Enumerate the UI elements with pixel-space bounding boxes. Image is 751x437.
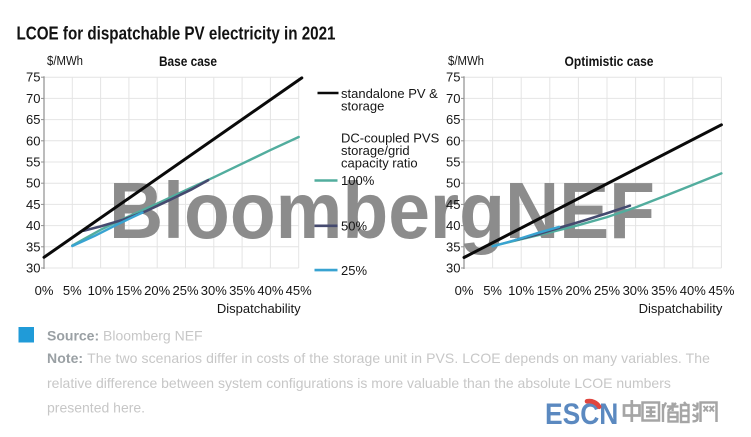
svg-text:75: 75 xyxy=(446,70,460,85)
svg-text:65: 65 xyxy=(446,112,460,127)
svg-text:Source: Bloomberg NEF: Source: Bloomberg NEF xyxy=(47,328,203,344)
svg-text:35: 35 xyxy=(446,239,460,254)
svg-text:30: 30 xyxy=(446,261,460,276)
svg-text:70: 70 xyxy=(446,91,460,106)
svg-text:40: 40 xyxy=(26,218,40,233)
svg-text:50%: 50% xyxy=(341,219,367,234)
svg-text:45%: 45% xyxy=(286,283,312,298)
svg-text:60: 60 xyxy=(26,133,40,148)
svg-text:Optimistic case: Optimistic case xyxy=(565,54,654,69)
svg-text:55: 55 xyxy=(26,155,40,170)
svg-text:storage: storage xyxy=(341,98,384,113)
svg-text:10%: 10% xyxy=(508,283,534,298)
svg-text:relative difference between sy: relative difference between system confi… xyxy=(47,375,671,391)
svg-text:0%: 0% xyxy=(455,283,474,298)
svg-text:Base case: Base case xyxy=(159,54,217,69)
svg-text:30: 30 xyxy=(26,261,40,276)
svg-text:storage/grid: storage/grid xyxy=(341,143,410,158)
svg-text:capacity ratio: capacity ratio xyxy=(341,156,418,171)
svg-text:40: 40 xyxy=(446,218,460,233)
svg-text:$/MWh: $/MWh xyxy=(448,53,484,68)
svg-text:40%: 40% xyxy=(680,283,706,298)
svg-text:30%: 30% xyxy=(623,283,649,298)
svg-text:20%: 20% xyxy=(144,283,170,298)
svg-text:Dispatchability: Dispatchability xyxy=(639,301,723,316)
svg-text:50: 50 xyxy=(26,176,40,191)
svg-text:45: 45 xyxy=(26,197,40,212)
svg-text:15%: 15% xyxy=(537,283,563,298)
svg-text:Dispatchability: Dispatchability xyxy=(217,301,301,316)
svg-text:Note: The two scenarios differ: Note: The two scenarios differ in costs … xyxy=(47,350,710,366)
svg-text:50: 50 xyxy=(446,176,460,191)
svg-text:15%: 15% xyxy=(116,283,142,298)
svg-text:25%: 25% xyxy=(172,283,198,298)
svg-text:45: 45 xyxy=(446,197,460,212)
svg-text:ESCN: ESCN xyxy=(545,396,618,430)
svg-text:30%: 30% xyxy=(201,283,227,298)
svg-text:75: 75 xyxy=(26,70,40,85)
svg-text:20%: 20% xyxy=(565,283,591,298)
svg-text:45%: 45% xyxy=(708,283,734,298)
svg-text:35%: 35% xyxy=(229,283,255,298)
svg-text:0%: 0% xyxy=(35,283,54,298)
svg-text:25%: 25% xyxy=(341,263,367,278)
svg-text:25%: 25% xyxy=(594,283,620,298)
svg-text:60: 60 xyxy=(446,133,460,148)
svg-text:BloombergNEF: BloombergNEF xyxy=(109,166,655,255)
svg-text:100%: 100% xyxy=(341,173,375,188)
svg-text:35%: 35% xyxy=(651,283,677,298)
svg-text:5%: 5% xyxy=(483,283,502,298)
svg-text:DC-coupled PVS: DC-coupled PVS xyxy=(341,131,440,146)
svg-text:standalone PV &: standalone PV & xyxy=(341,86,438,101)
svg-text:10%: 10% xyxy=(88,283,114,298)
svg-text:70: 70 xyxy=(26,91,40,106)
svg-text:55: 55 xyxy=(446,155,460,170)
svg-text:40%: 40% xyxy=(257,283,283,298)
svg-text:presented here.: presented here. xyxy=(47,400,145,416)
svg-text:5%: 5% xyxy=(63,283,82,298)
svg-text:$/MWh: $/MWh xyxy=(47,53,83,68)
svg-text:LCOE for dispatchable PV elect: LCOE for dispatchable PV electricity in … xyxy=(17,23,336,44)
svg-text:35: 35 xyxy=(26,239,40,254)
svg-text:65: 65 xyxy=(26,112,40,127)
